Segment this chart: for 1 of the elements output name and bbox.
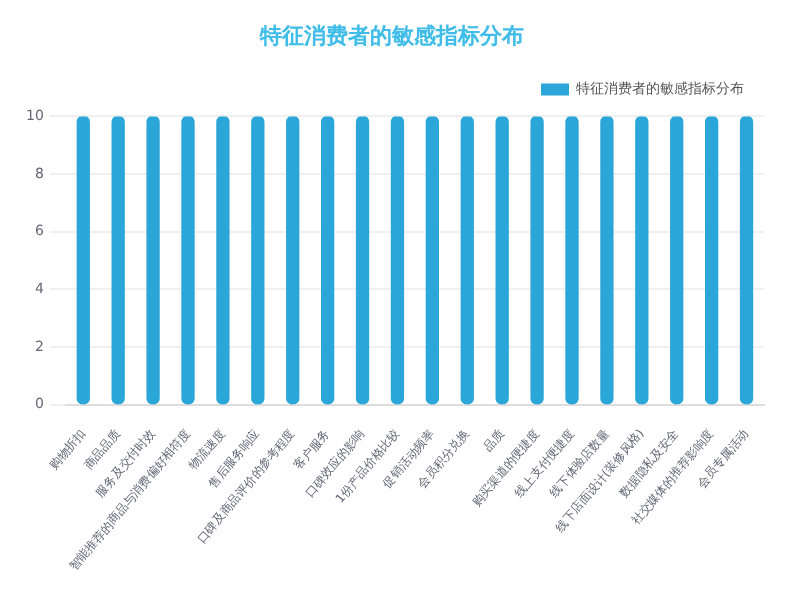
chart-title: 特征消费者的敏感指标分布 [258, 22, 524, 49]
